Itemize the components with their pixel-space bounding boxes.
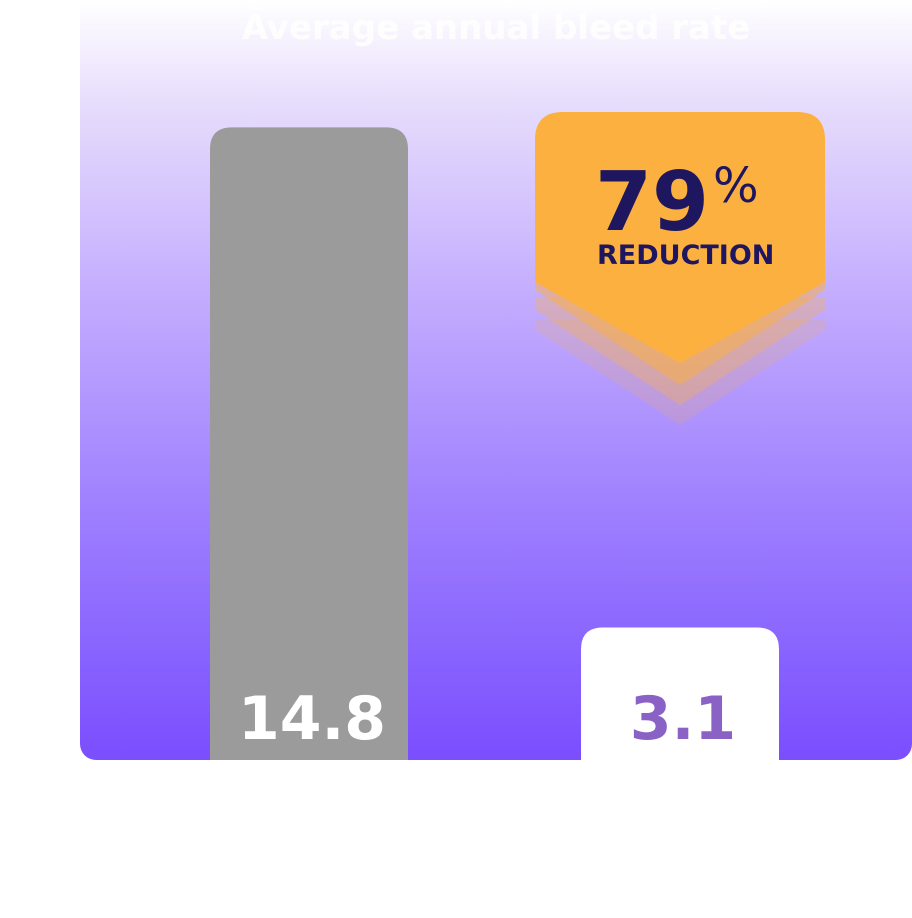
badge-shape (535, 112, 825, 363)
bar-before (210, 127, 408, 760)
badge-percent-value: 79 (595, 155, 709, 250)
badge-reduction-label: REDUCTION (597, 240, 774, 271)
chart-panel: Average annual bleed rate 79 % REDUCTION… (80, 0, 912, 760)
chart-title: Average annual bleed rate (241, 8, 751, 48)
reduction-badge: 79 % REDUCTION (535, 112, 825, 425)
badge-percent-sign: % (713, 158, 759, 214)
bar-chart: 79 % REDUCTION 14.8 3.1 (210, 112, 825, 760)
bar-value-label-before: 14.8 (238, 684, 386, 754)
bar-after (581, 627, 779, 760)
bar-value-label-after: 3.1 (630, 684, 736, 754)
